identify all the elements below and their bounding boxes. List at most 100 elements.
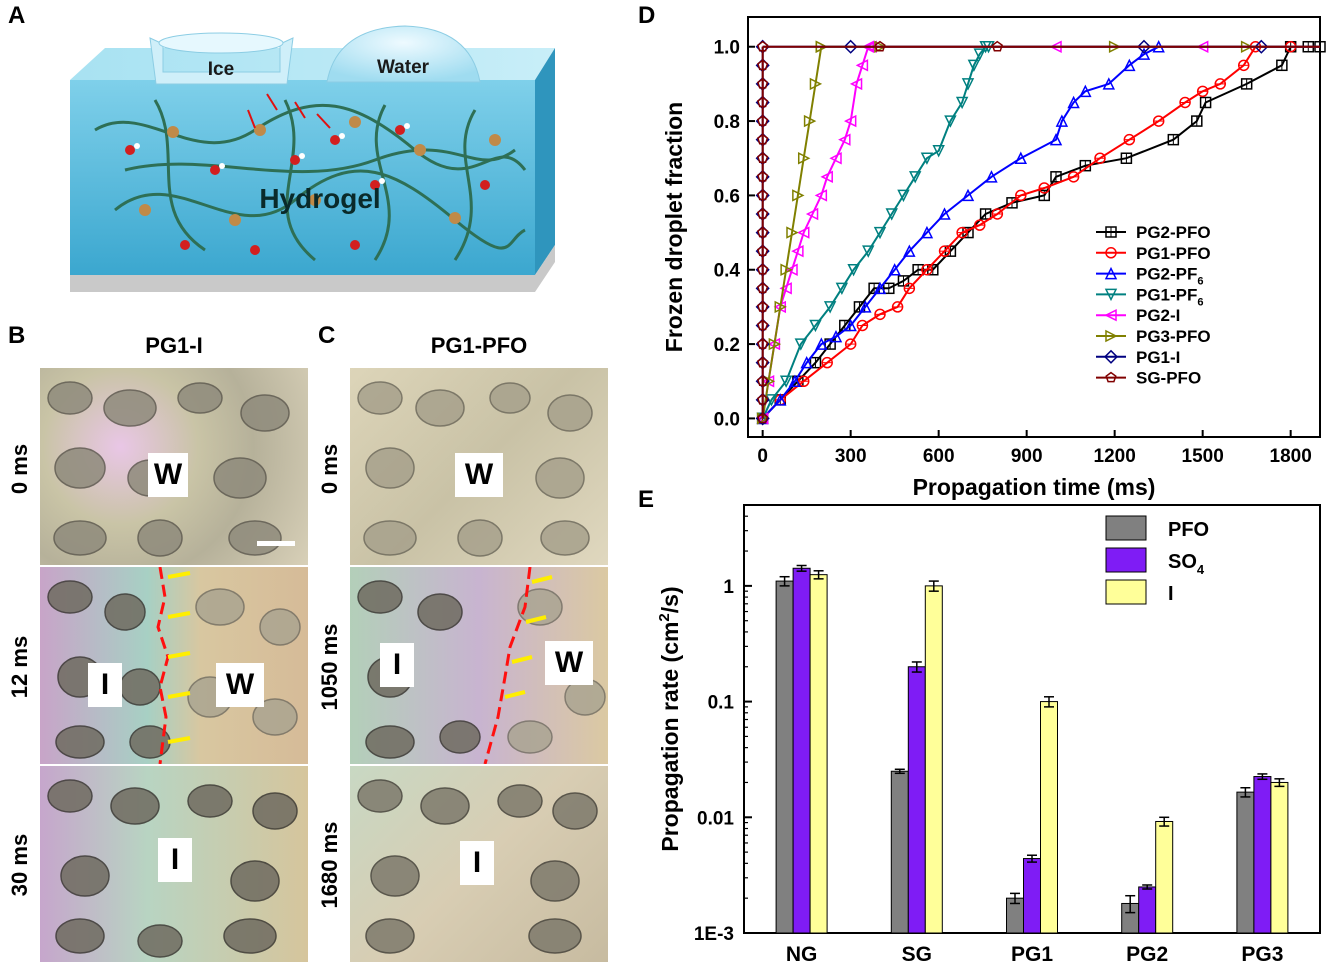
x-tick-label: 300 xyxy=(835,446,867,467)
data-point xyxy=(823,301,837,314)
data-point xyxy=(859,300,872,313)
legend-label: PG2-PFO xyxy=(1136,223,1211,242)
y-tick-label: 1 xyxy=(723,577,734,598)
data-point xyxy=(1079,84,1092,98)
y-tick-label: 0.01 xyxy=(697,808,734,829)
panel-b-frame-2-ice-tag: I xyxy=(88,663,122,707)
y-tick-label: 0.6 xyxy=(714,186,740,207)
series-pg2-pfo xyxy=(756,40,1326,425)
data-point xyxy=(786,226,799,239)
data-point xyxy=(1049,132,1063,146)
data-point xyxy=(1254,39,1269,54)
data-point xyxy=(779,282,792,295)
bar-pfo-sg xyxy=(890,770,909,934)
panel-b-letter: B xyxy=(8,322,26,349)
y-tick-label: 0.8 xyxy=(714,112,740,133)
panel-b-frame-3-ice-tag: I xyxy=(158,838,192,882)
data-point xyxy=(847,263,860,277)
legend: PFO SO4 I xyxy=(1105,515,1209,605)
data-point xyxy=(757,96,769,108)
bar-i-ng xyxy=(809,574,828,934)
bar-so4-ng xyxy=(792,567,811,934)
data-point xyxy=(809,77,823,91)
data-point xyxy=(797,152,811,165)
series-line xyxy=(761,45,1291,420)
y-tick-label: 1E-3 xyxy=(694,924,734,945)
migration-arrows xyxy=(247,93,331,129)
panel-c-title: PG1-PFO xyxy=(430,333,528,358)
bar-pfo-ng xyxy=(775,580,794,934)
y-axis-label: Frozen droplet fraction xyxy=(661,102,687,352)
data-point xyxy=(757,77,769,89)
legend-swatch xyxy=(1105,515,1147,541)
data-point xyxy=(1055,114,1069,127)
plot-frame xyxy=(747,16,1321,438)
legend-marker xyxy=(1105,371,1117,383)
water-label: Water xyxy=(377,57,430,78)
legend-marker xyxy=(1105,329,1118,343)
x-tick-label: 1800 xyxy=(1270,446,1312,467)
droplet-texture xyxy=(357,779,598,954)
data-point xyxy=(843,39,858,54)
data-point xyxy=(757,189,769,201)
y-tick-label: 0.2 xyxy=(714,335,740,356)
data-point xyxy=(829,152,842,165)
legend-label: PG3-PFO xyxy=(1136,327,1211,346)
data-point xyxy=(944,115,957,128)
y-tick-label: 0.4 xyxy=(714,261,741,282)
hydrogel-schematic: Ice Water Hydrogel xyxy=(70,25,555,292)
data-point xyxy=(757,152,769,164)
water-molecules xyxy=(125,123,490,255)
data-point xyxy=(920,152,934,165)
series-sg-pfo xyxy=(757,40,1320,424)
data-point xyxy=(1137,47,1151,60)
ice-label: Ice xyxy=(208,59,234,80)
series-line xyxy=(761,46,987,419)
legend-label: PG1-I xyxy=(1136,348,1180,367)
data-point xyxy=(809,319,822,333)
data-point xyxy=(897,189,910,203)
water-droplet xyxy=(326,25,481,83)
data-point xyxy=(814,189,828,202)
data-point xyxy=(985,170,998,183)
data-point xyxy=(800,355,813,369)
data-point xyxy=(903,244,916,257)
legend-label: PG2-PF6 xyxy=(1136,265,1204,288)
data-point xyxy=(829,329,843,343)
data-point xyxy=(873,281,887,295)
legend-marker xyxy=(1104,308,1117,322)
x-tick-label: NG xyxy=(786,943,818,966)
data-point xyxy=(1102,77,1116,90)
data-point xyxy=(961,188,975,202)
panel-b-frame-1-water-tag: W xyxy=(148,453,188,497)
legend-marker xyxy=(1104,288,1118,302)
droplet-texture xyxy=(357,381,593,557)
x-tick-label: SG xyxy=(902,943,932,966)
data-point xyxy=(805,207,819,221)
panel-b-time-3: 30 ms xyxy=(7,833,32,897)
data-point xyxy=(803,114,817,128)
bar-so4-pg3 xyxy=(1253,776,1272,934)
gel-side-face xyxy=(535,48,555,275)
panel-c-letter: C xyxy=(318,322,336,349)
panel-b-time-2: 12 ms xyxy=(7,635,32,699)
x-tick-label: 600 xyxy=(923,446,955,467)
panel-c-frame-2-water-tag: W xyxy=(545,641,593,685)
panel-b-frame-3 xyxy=(40,766,308,962)
data-point xyxy=(885,208,898,221)
legend-swatch xyxy=(1105,579,1147,605)
data-point xyxy=(757,133,769,145)
x-tick-label: PG3 xyxy=(1241,943,1283,966)
data-point xyxy=(792,189,805,202)
bar-i-pg2 xyxy=(1155,820,1174,934)
x-tick-label: PG2 xyxy=(1126,943,1168,966)
data-point xyxy=(843,114,857,128)
droplet-texture xyxy=(47,779,298,958)
legend-label: PG1-PF6 xyxy=(1136,285,1204,308)
gel-top-face xyxy=(70,48,555,80)
data-point xyxy=(757,282,769,294)
x-tick-label: PG1 xyxy=(1011,943,1053,966)
data-point xyxy=(1014,151,1028,164)
data-point xyxy=(1136,39,1152,54)
series-line xyxy=(761,46,823,419)
